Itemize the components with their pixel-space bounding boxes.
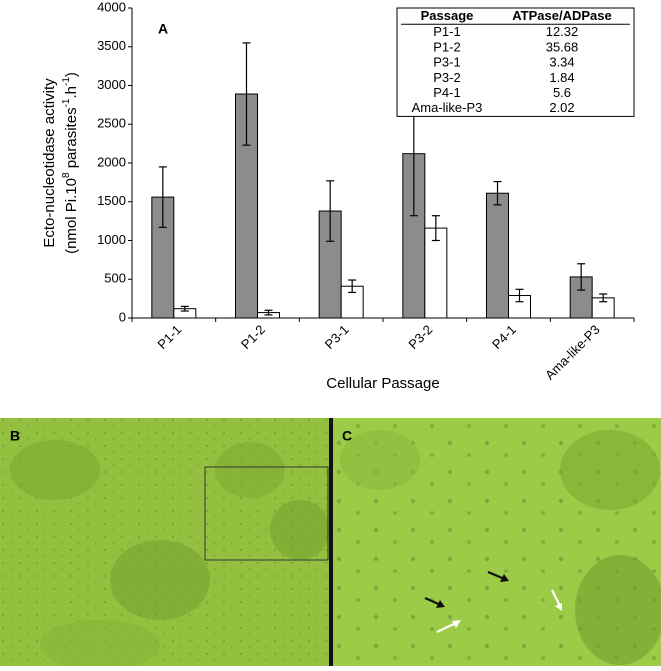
panel-label: A (158, 21, 168, 37)
error-bar (326, 180, 335, 242)
y-axis-units-part: -1 (61, 77, 72, 86)
table-cell: 2.02 (549, 100, 574, 115)
table-cell: 1.84 (549, 70, 574, 85)
y-axis-units-part: (nmol Pi.10 (63, 178, 80, 254)
error-bar (158, 166, 167, 228)
panel-label: C (342, 428, 352, 444)
y-axis-units-part: -1 (61, 98, 72, 107)
error-bar (348, 279, 357, 294)
error-bar (264, 309, 273, 316)
table-cell: P3-1 (433, 55, 460, 70)
x-tick-label: P4-1 (489, 322, 519, 352)
y-tick-label: 1500 (97, 193, 126, 208)
x-tick-label: P1-2 (238, 322, 268, 352)
y-axis-label: Ecto-nucleotidase activity (41, 78, 58, 248)
y-axis-units-part: parasites (63, 107, 80, 172)
table-header: ATPase/ADPase (512, 8, 611, 23)
table-cell: 12.32 (546, 24, 579, 39)
y-tick-label: 3000 (97, 77, 126, 92)
table-cell: 35.68 (546, 39, 579, 54)
y-axis-units-part: ) (63, 72, 80, 77)
error-bar (431, 215, 440, 242)
table-cell: 5.6 (553, 85, 571, 100)
error-bar (515, 288, 524, 303)
y-tick-label: 2000 (97, 154, 126, 169)
table-header: Passage (421, 8, 474, 23)
error-bar (180, 305, 189, 312)
y-axis-units-part: 8 (61, 172, 72, 178)
x-tick-label: P1-1 (154, 322, 184, 352)
x-tick-label: Ama-like-P3 (542, 322, 603, 383)
table-cell: P1-2 (433, 39, 460, 54)
divider (329, 418, 333, 666)
table-cell: 3.34 (549, 55, 574, 70)
x-tick-label: P3-2 (405, 322, 435, 352)
x-tick-label: P3-1 (322, 322, 352, 352)
y-tick-label: 4000 (97, 0, 126, 14)
error-bar (577, 263, 586, 291)
x-axis-label: Cellular Passage (326, 375, 439, 392)
bar (424, 227, 448, 319)
error-bar (242, 42, 251, 146)
panel-label: B (10, 428, 20, 444)
inset-table (396, 7, 635, 117)
y-axis-units: (nmol Pi.108 parasites-1.h-1) (61, 72, 80, 254)
error-bar (493, 181, 502, 206)
y-tick-label: 500 (104, 271, 126, 286)
y-tick-label: 1000 (97, 232, 126, 247)
y-tick-label: 3500 (97, 38, 126, 53)
table-cell: P4-1 (433, 85, 460, 100)
micrograph-c: C (333, 418, 661, 666)
table-cell: Ama-like-P3 (412, 100, 483, 115)
bar (486, 192, 509, 319)
y-tick-label: 2500 (97, 116, 126, 131)
error-bar (599, 293, 608, 303)
arrows (424, 570, 562, 633)
table-cell: P3-2 (433, 70, 460, 85)
table-cell: P1-1 (433, 24, 460, 39)
micrograph-b: B (0, 418, 330, 670)
y-tick-label: 0 (119, 309, 126, 324)
y-axis-units-part: .h (63, 86, 80, 99)
